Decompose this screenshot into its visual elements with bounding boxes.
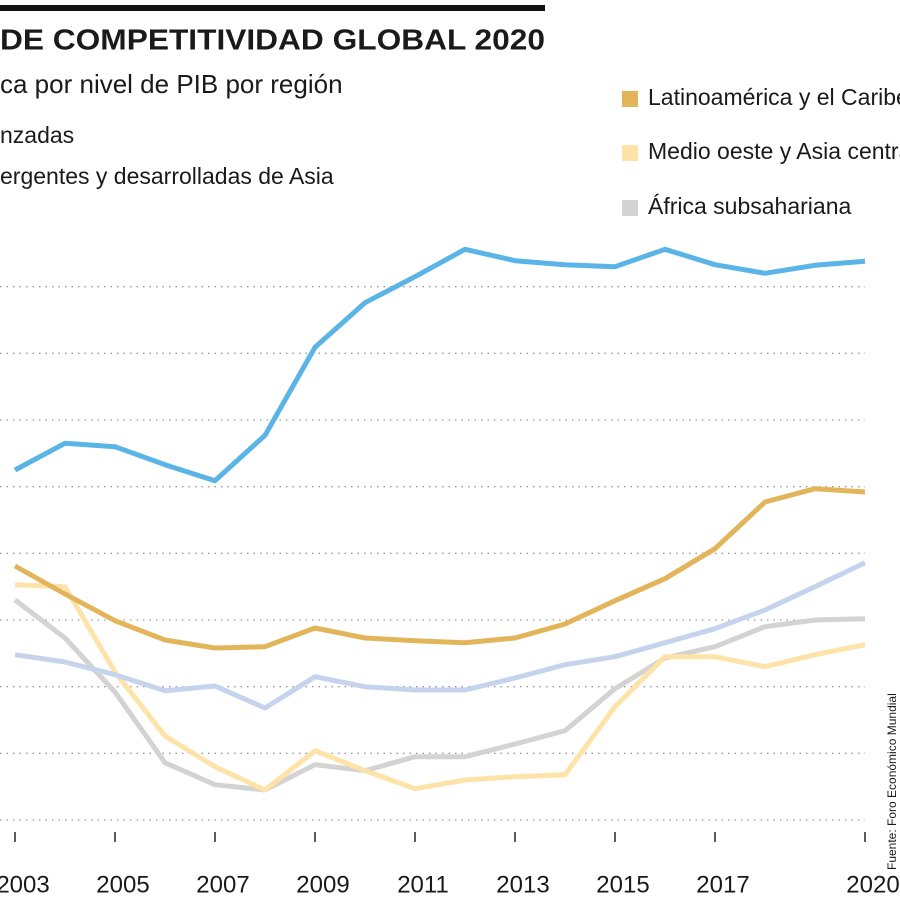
series-line [14, 560, 867, 711]
x-tick-label: 2011 [397, 871, 449, 898]
legend-swatch [622, 200, 638, 216]
source: Fuente: Foro Económico Mundial [885, 693, 899, 870]
x-tick-label: 2005 [96, 871, 149, 898]
chart-subtitle: ca por nivel de PIB por región [0, 69, 343, 99]
legend-swatch [622, 145, 638, 161]
x-tick-label: 2009 [296, 871, 349, 898]
legend-swatch [622, 91, 638, 107]
series-line [14, 582, 866, 793]
x-tick-label: 2003 [0, 871, 50, 898]
legend-label: ergentes y desarrolladas de Asia [0, 163, 334, 189]
x-tick-label: 2007 [196, 871, 249, 898]
x-tick-label: 2020 [846, 871, 899, 898]
legend-label: África subsahariana [648, 193, 851, 219]
legend-label: nzadas [0, 122, 74, 148]
x-tick-label: 2013 [496, 871, 549, 898]
title-rule [0, 5, 545, 11]
series-line [13, 486, 866, 651]
series-line [13, 598, 866, 793]
x-tick-label: 2017 [696, 871, 749, 898]
series-line [13, 246, 866, 484]
chart-title: DE COMPETITIVIDAD GLOBAL 2020 [0, 25, 545, 57]
legend-label: Latinoamérica y el Caribe [648, 84, 900, 110]
x-tick-label: 2015 [596, 871, 649, 898]
legend-label: Medio oeste y Asia central [648, 138, 900, 164]
